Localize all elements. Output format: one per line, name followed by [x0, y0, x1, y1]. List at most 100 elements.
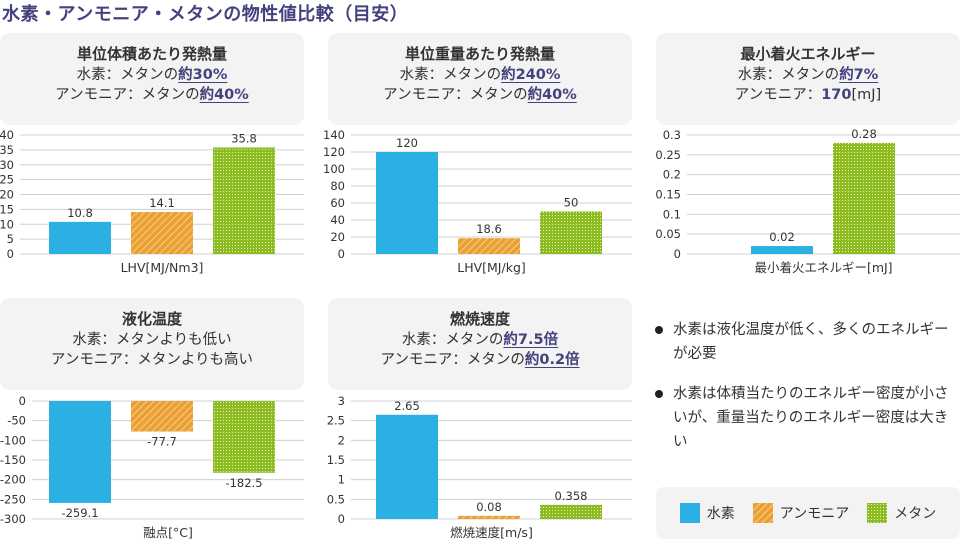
data-label: 0.02	[769, 230, 795, 244]
card-title: 単位体積あたり発熱量	[76, 45, 227, 63]
y-tick-label: 0.25	[655, 148, 681, 162]
swatch-methane-icon	[867, 503, 888, 523]
highlight-value: 約7%	[839, 67, 879, 83]
y-tick-label: -200	[0, 473, 26, 487]
card-line-hydrogen: 水素：メタンよりも低い	[72, 332, 232, 348]
chart-liquefaction-temp: 0 -50 -100 -150 -200 -250 -300 -259.1 -77.7 -182.…	[0, 394, 304, 540]
bar-methane	[540, 211, 602, 254]
x-axis-label: 燃焼速度[m/s]	[450, 525, 533, 540]
card-gravimetric-heat: 単位重量あたり発熱量 水素：メタンの約240% アンモニア：メタンの約40%	[328, 33, 632, 125]
y-tick-label: -150	[0, 453, 26, 467]
legend-label: メタン	[894, 506, 937, 522]
highlight-value: 約40%	[527, 87, 577, 103]
highlight-value: 約240%	[501, 67, 561, 83]
bar-ammonia	[131, 212, 193, 254]
highlight-value: 170	[821, 87, 852, 103]
data-label: 35.8	[231, 131, 257, 145]
bullet-icon	[655, 390, 663, 398]
chart-min-ignition-energy: 0 0.05 0.1 0.15 0.2 0.25 0.3 0.02 0.28 最小着火エネルギー[…	[655, 127, 960, 275]
swatch-hydrogen-icon	[679, 503, 700, 523]
y-tick-label: 5	[7, 232, 14, 246]
y-tick-label: 0.05	[655, 227, 681, 241]
chart-gravimetric-heat: 0 20 40 60 80 100 120 140 120 18.6 50 LHV[MJ/kg]	[323, 128, 632, 275]
card-line-hydrogen: 水素：メタンの約30%	[0, 65, 304, 85]
bullet-icon	[655, 326, 663, 334]
y-tick-label: -100	[0, 433, 26, 447]
card-line-hydrogen: 水素：メタンの約7.5倍	[328, 330, 632, 350]
y-tick-label: 0.15	[655, 188, 681, 202]
card-line-text: アンモニア：メタンの	[383, 87, 528, 103]
data-label: 2.65	[394, 399, 420, 413]
note-item: 水素は体積当たりのエネルギー密度が小さいが、重量当たりのエネルギー密度は大きい	[652, 382, 960, 454]
y-tick-label: 0	[7, 247, 14, 261]
legend-label: アンモニア	[779, 506, 850, 522]
x-axis-label: LHV[MJ/kg]	[457, 260, 526, 275]
note-text: 水素は体積当たりのエネルギー密度が小さいが、重量当たりのエネルギー密度は大きい	[673, 386, 949, 450]
y-tick-label: 3	[338, 394, 345, 408]
card-line-text: 水素：メタンの	[399, 67, 502, 83]
y-tick-label: 0	[338, 512, 345, 526]
data-label: 120	[396, 136, 418, 150]
legend-label: 水素	[706, 506, 735, 522]
data-label: 18.6	[476, 222, 502, 236]
y-tick-label: -50	[7, 414, 26, 428]
y-tick-label: 40	[330, 213, 345, 227]
y-tick-label: 0	[338, 247, 345, 261]
page-title: 水素・アンモニア・メタンの物性値比較（目安）	[2, 4, 409, 25]
data-label: 0.28	[851, 127, 877, 141]
note-item: 水素は液化温度が低く、多くのエネルギーが必要	[652, 318, 960, 366]
y-tick-label: 1	[338, 473, 345, 487]
bar-ammonia	[458, 238, 520, 254]
swatch-ammonia-icon	[752, 503, 773, 523]
card-line-ammonia: アンモニア：メタンの約0.2倍	[328, 350, 632, 370]
y-tick-label: 80	[330, 179, 345, 193]
y-tick-label: 30	[0, 158, 14, 172]
data-label: 14.1	[149, 196, 175, 210]
y-tick-label: 0.5	[327, 492, 345, 506]
card-line-text: 水素：メタンの	[76, 67, 179, 83]
y-tick-label: 25	[0, 173, 14, 187]
y-tick-label: 140	[323, 128, 345, 142]
data-label: 10.8	[67, 206, 93, 220]
legend-item-methane: メタン	[867, 503, 936, 523]
card-line-text: アンモニア：メタンの	[380, 352, 525, 368]
y-tick-label: 20	[330, 230, 345, 244]
data-label: 50	[564, 196, 579, 210]
card-line-hydrogen: 水素：メタンの約7%	[656, 65, 960, 85]
card-line-text: 水素：メタンの	[737, 67, 840, 83]
bar-hydrogen	[49, 401, 111, 503]
x-axis-label: 最小着火エネルギー[mJ]	[754, 260, 892, 275]
data-label: -259.1	[61, 506, 98, 520]
x-axis-label: LHV[MJ/Nm3]	[121, 260, 204, 275]
y-tick-label: 10	[0, 217, 14, 231]
legend-item-hydrogen: 水素	[679, 503, 735, 523]
note-text: 水素は液化温度が低く、多くのエネルギーが必要	[673, 322, 949, 362]
bar-hydrogen	[49, 221, 111, 254]
y-tick-label: 0	[674, 247, 681, 261]
y-tick-label: 20	[0, 188, 14, 202]
bar-methane	[213, 401, 275, 473]
data-label: 0.358	[555, 489, 588, 503]
y-tick-label: 0.2	[663, 168, 681, 182]
y-tick-label: 35	[0, 143, 14, 157]
y-tick-label: 2	[338, 433, 345, 447]
bar-methane	[540, 504, 602, 519]
bar-hydrogen	[376, 152, 438, 254]
card-burning-velocity: 燃焼速度 水素：メタンの約7.5倍 アンモニア：メタンの約0.2倍	[328, 298, 632, 390]
bar-methane	[213, 147, 275, 254]
chart-burning-velocity: 0 0.5 1 1.5 2 2.5 3 2.65 0.08 0.358 燃焼速度[m/s]	[327, 394, 632, 540]
highlight-value: 約40%	[199, 87, 249, 103]
highlight-value: 約30%	[178, 67, 228, 83]
y-tick-label: -300	[0, 512, 26, 526]
card-volumetric-heat: 単位体積あたり発熱量 水素：メタンの約30% アンモニア：メタンの約40%	[0, 33, 304, 125]
card-line-ammonia: アンモニア：170[mJ]	[656, 85, 960, 105]
highlight-value: 約0.2倍	[524, 352, 580, 368]
y-tick-label: 1.5	[327, 453, 345, 467]
legend: 水素 アンモニア メタン	[656, 487, 960, 539]
data-label: 0.08	[476, 500, 502, 514]
card-title: 燃焼速度	[449, 310, 510, 328]
y-tick-label: 0.3	[663, 128, 681, 142]
card-liquefaction-temp: 液化温度 水素：メタンよりも低い アンモニア：メタンよりも高い	[0, 298, 304, 390]
card-title: 液化温度	[121, 310, 182, 328]
